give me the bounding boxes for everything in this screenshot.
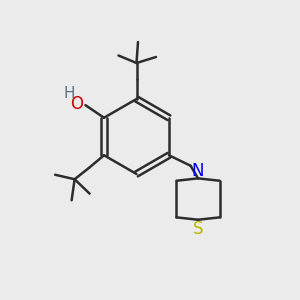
Text: H: H (64, 86, 75, 101)
Text: S: S (193, 220, 203, 238)
Text: O: O (70, 95, 83, 113)
Text: N: N (192, 161, 204, 179)
